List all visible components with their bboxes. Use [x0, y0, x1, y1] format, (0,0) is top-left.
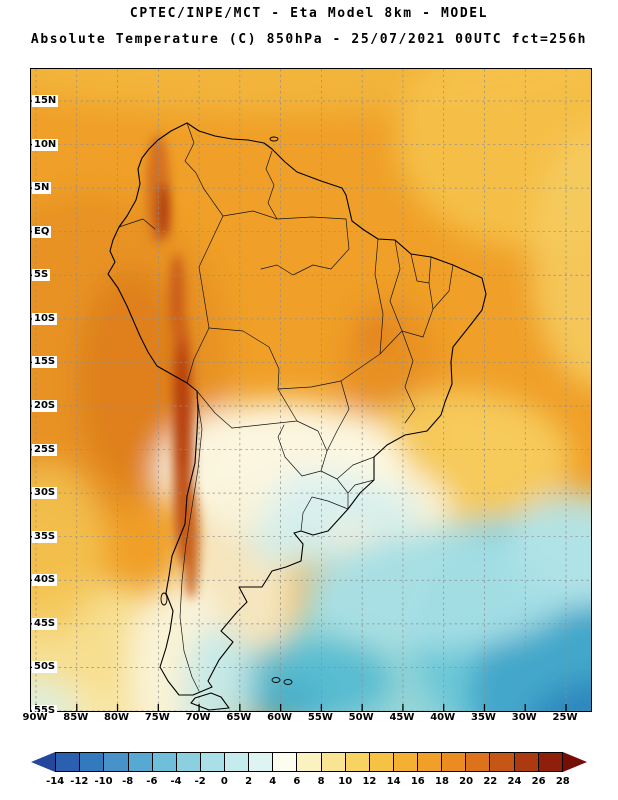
colorbar-tick-label: 24: [507, 776, 522, 787]
colorbar-tick-label: 8: [317, 776, 325, 787]
longitude-tick-label: 90W: [21, 712, 49, 724]
colorbar-tick-label: 2: [245, 776, 253, 787]
colorbar-cell: [465, 752, 491, 772]
colorbar-tick-label: -8: [122, 776, 134, 787]
model-title: CPTEC/INPE/MCT - Eta Model 8km - MODEL: [129, 6, 489, 21]
product-title: Absolute Temperature (C) 850hPa - 25/07/…: [30, 32, 588, 47]
colorbar-tick-label: 18: [434, 776, 449, 787]
andes-warm-anomaly: [146, 134, 199, 599]
colorbar-arrow-left-icon: [31, 752, 56, 772]
map-frame: 15N 10N 5N EQ 5S 10S 15S 20S 25S 30S 35S 40S 45S 50S 5…: [30, 68, 592, 717]
colorbar-cell: [199, 752, 226, 772]
grid-lines: [31, 69, 591, 711]
coastline: [107, 122, 487, 711]
longitude-axis: 90W 85W 80W 75W 70W 65W 60W 55W 50W 45W 40W 35W 30W 2…: [21, 712, 590, 726]
colorbar-tick-label: 4: [269, 776, 277, 787]
longitude-tick-label: 65W: [225, 712, 253, 724]
colorbar-cell: [127, 752, 153, 772]
colorbar-cell: [151, 752, 177, 772]
trinidad-island: [269, 136, 279, 142]
colorbar-tick-label: 28: [555, 776, 570, 787]
colorbar-cell: [296, 752, 322, 772]
colorbar-axis: -14 -12 -10 -8 -6 -4 -2 0 2 4 6 8 10 12 14 16 18 20 22 24 26…: [31, 776, 587, 789]
longitude-tick-label: 55W: [306, 712, 334, 724]
colorbar-cell: [513, 752, 539, 772]
colorbar-tick-label: 14: [386, 776, 401, 787]
colorbar-cell: [368, 752, 394, 772]
colorbar-cell: [344, 752, 370, 772]
colorbar-tick-label: 6: [293, 776, 301, 787]
longitude-tick-label: 25W: [551, 712, 579, 724]
colorbar-tick-label: 10: [338, 776, 353, 787]
colorbar-cell: [441, 752, 467, 772]
colorbar-tick-label: -10: [94, 776, 113, 787]
colorbar-cell: [55, 752, 81, 772]
colorbar-cell: [224, 752, 250, 772]
colorbar-tick-label: -14: [46, 776, 65, 787]
colorbar-tick-label: 26: [531, 776, 546, 787]
colorbar-cell: [103, 752, 129, 772]
longitude-tick-label: 45W: [388, 712, 416, 724]
longitude-tick-label: 60W: [266, 712, 294, 724]
longitude-tick-label: 40W: [429, 712, 457, 724]
colorbar-cell: [489, 752, 515, 772]
colorbar-cell: [320, 752, 346, 772]
falkland-island-west: [271, 677, 281, 683]
colorbar-tick-label: 12: [362, 776, 377, 787]
map-canvas: [31, 69, 591, 711]
longitude-tick-label: 50W: [347, 712, 375, 724]
colorbar-arrow-right-icon: [562, 752, 587, 772]
longitude-tick-label: 80W: [103, 712, 131, 724]
chiloe-island: [160, 592, 168, 606]
colorbar-tick-label: 16: [410, 776, 425, 787]
longitude-tick-label: 70W: [184, 712, 212, 724]
longitude-tick-label: 75W: [143, 712, 171, 724]
temperature-field: [31, 69, 591, 711]
colorbar-tick-label: 22: [483, 776, 498, 787]
colorbar-tick-label: 20: [459, 776, 474, 787]
longitude-tick-label: 35W: [469, 712, 497, 724]
country-borders: [118, 122, 454, 692]
colorbar-cell: [272, 752, 298, 772]
colorbar-cell: [248, 752, 274, 772]
colorbar-tick-label: -2: [194, 776, 206, 787]
colorbar-cell: [175, 752, 201, 772]
colorbar-tick-label: -12: [70, 776, 89, 787]
colorbar-cell: [417, 752, 443, 772]
longitude-tick-label: 85W: [62, 712, 90, 724]
colorbar-tick-label: -6: [146, 776, 158, 787]
colorbar-cell: [537, 752, 563, 772]
colorbar-cell: [79, 752, 105, 772]
colorbar-tick-label: 0: [220, 776, 228, 787]
colorbar-scale: [55, 752, 563, 772]
tierra-del-fuego: [190, 692, 230, 711]
falkland-island-east: [283, 679, 293, 685]
colorbar-cell: [392, 752, 419, 772]
longitude-tick-label: 30W: [510, 712, 538, 724]
colorbar: [31, 752, 587, 772]
colorbar-tick-label: -4: [170, 776, 182, 787]
